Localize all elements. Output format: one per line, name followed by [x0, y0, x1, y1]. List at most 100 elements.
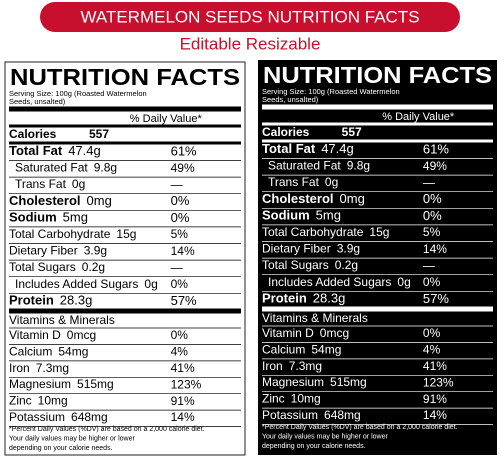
footnote: *Percent Daily Values (%DV) are based on… [262, 424, 458, 431]
footnote: depending on your calorie needs. [9, 445, 113, 452]
nutrient-row: Includes Added Sugars 0g [15, 277, 158, 291]
nutrient-row: Zinc 10mg [262, 392, 321, 406]
nutrient-name: Total Sugars [9, 260, 76, 274]
nutrient-amount: 47.4g [68, 143, 101, 158]
serving-size: Serving Size: 100g (Roasted Watermelon [9, 89, 147, 98]
nutrient-name: Protein [9, 293, 54, 308]
daily-value: 41% [423, 359, 447, 373]
nutrient-row: Total Sugars 0.2g [9, 260, 105, 274]
nutrient-amount: 0.2g [335, 258, 358, 272]
nutrient-row: Total Carbohydrate 15g [262, 225, 389, 239]
nutrient-amount: 9.8g [347, 159, 370, 173]
daily-value-heading: % Daily Value* [382, 111, 455, 123]
daily-value: 0% [171, 277, 189, 291]
nutrient-amount: 10mg [291, 392, 321, 406]
nutrient-amount: 515mg [77, 377, 114, 391]
nutrient-name: Vitamin D [262, 326, 314, 340]
nutrient-row: Protein 28.3g [9, 293, 92, 308]
nutrient-name: Trans Fat [268, 175, 320, 189]
nutrient-name: Zinc [9, 394, 32, 408]
daily-value: 123% [423, 375, 454, 389]
nutrient-row: Trans Fat 0g [268, 175, 338, 189]
calories-label: Calories [9, 127, 57, 141]
footnote: *Percent Daily Values (%DV) are based on… [9, 426, 205, 433]
nutrient-amount: 54mg [58, 345, 88, 359]
nutrient-amount: 0mg [87, 193, 112, 208]
nutrient-row: Calcium 54mg [262, 343, 341, 357]
footnote: Your daily values may be higher or lower [9, 435, 135, 442]
nutrient-name: Sodium [9, 210, 57, 225]
nutrient-row: Trans Fat 0g [15, 177, 85, 191]
daily-value: 49% [423, 159, 447, 173]
daily-value: 5% [171, 227, 189, 241]
nutrient-amount: 28.3g [313, 291, 346, 306]
nutrient-name: Dietary Fiber [262, 242, 331, 256]
daily-value: — [423, 258, 435, 272]
daily-value: 4% [423, 343, 441, 357]
nutrient-name: Magnesium [262, 375, 324, 389]
vitamins-heading: Vitamins & Minerals [9, 313, 115, 327]
nutrient-name: Potassium [262, 408, 318, 422]
daily-value: 61% [423, 141, 449, 156]
daily-value: 0% [423, 275, 441, 289]
nutrient-row: Dietary Fiber 3.9g [9, 244, 107, 258]
nutrient-amount: 648mg [71, 410, 108, 424]
nutrient-amount: 28.3g [60, 293, 93, 308]
nutrient-amount: 0g [325, 175, 338, 189]
nutrient-amount: 0mg [340, 191, 365, 206]
nutrient-amount: 3.9g [337, 242, 360, 256]
nutrient-amount: 9.8g [94, 161, 117, 175]
daily-value: 4% [171, 345, 189, 359]
nutrient-row: Iron 7.3mg [9, 361, 69, 375]
daily-value: 0% [423, 208, 442, 223]
daily-value: 5% [423, 225, 441, 239]
nutrient-name: Total Sugars [262, 258, 329, 272]
nutrient-name: Vitamin D [9, 328, 61, 342]
nutrient-row: Includes Added Sugars 0g [268, 275, 411, 289]
nutrient-name: Saturated Fat [268, 159, 341, 173]
nutrient-amount: 7.3mg [36, 361, 69, 375]
banner-title: WATERMELON SEEDS NUTRITION FACTS [80, 7, 419, 26]
nutrient-name: Total Carbohydrate [9, 227, 111, 241]
daily-value: 91% [171, 394, 195, 408]
vitamins-heading: Vitamins & Minerals [262, 311, 368, 325]
nutrient-amount: 0g [397, 275, 410, 289]
nutrient-amount: 5mg [316, 208, 341, 223]
nutrient-row: Sodium 5mg [9, 210, 88, 225]
label-title: NUTRITION FACTS [10, 64, 240, 90]
nutrient-row: Saturated Fat 9.8g [15, 161, 117, 175]
calories-value: 557 [342, 125, 362, 139]
calories-label: Calories [262, 125, 310, 139]
nutrient-name: Zinc [262, 392, 285, 406]
nutrient-row: Potassium 648mg [262, 408, 361, 422]
daily-value: 0% [171, 210, 190, 225]
nutrient-row: Cholesterol 0mg [262, 191, 365, 206]
nutrient-name: Total Fat [9, 143, 63, 158]
nutrient-name: Iron [262, 359, 283, 373]
banner [40, 2, 460, 32]
nutrient-row: Zinc 10mg [9, 394, 68, 408]
daily-value: — [171, 260, 183, 274]
nutrient-amount: 15g [116, 227, 136, 241]
daily-value: 49% [171, 161, 195, 175]
nutrient-amount: 47.4g [321, 141, 354, 156]
label-background [258, 60, 497, 455]
nutrient-row: Dietary Fiber 3.9g [262, 242, 360, 256]
daily-value: 14% [423, 242, 447, 256]
nutrient-name: Iron [9, 361, 30, 375]
daily-value: 61% [171, 143, 197, 158]
daily-value: 57% [171, 293, 197, 308]
daily-value: 123% [171, 377, 202, 391]
nutrient-amount: 7.3mg [289, 359, 322, 373]
nutrient-name: Potassium [9, 410, 65, 424]
nutrient-name: Dietary Fiber [9, 244, 78, 258]
nutrient-row: Iron 7.3mg [262, 359, 322, 373]
nutrient-name: Magnesium [9, 377, 71, 391]
nutrient-row: Sodium 5mg [262, 208, 341, 223]
footnote: Your daily values may be higher or lower [262, 433, 388, 440]
daily-value: 14% [171, 410, 195, 424]
nutrient-row: Vitamin D 0mcg [262, 326, 349, 340]
